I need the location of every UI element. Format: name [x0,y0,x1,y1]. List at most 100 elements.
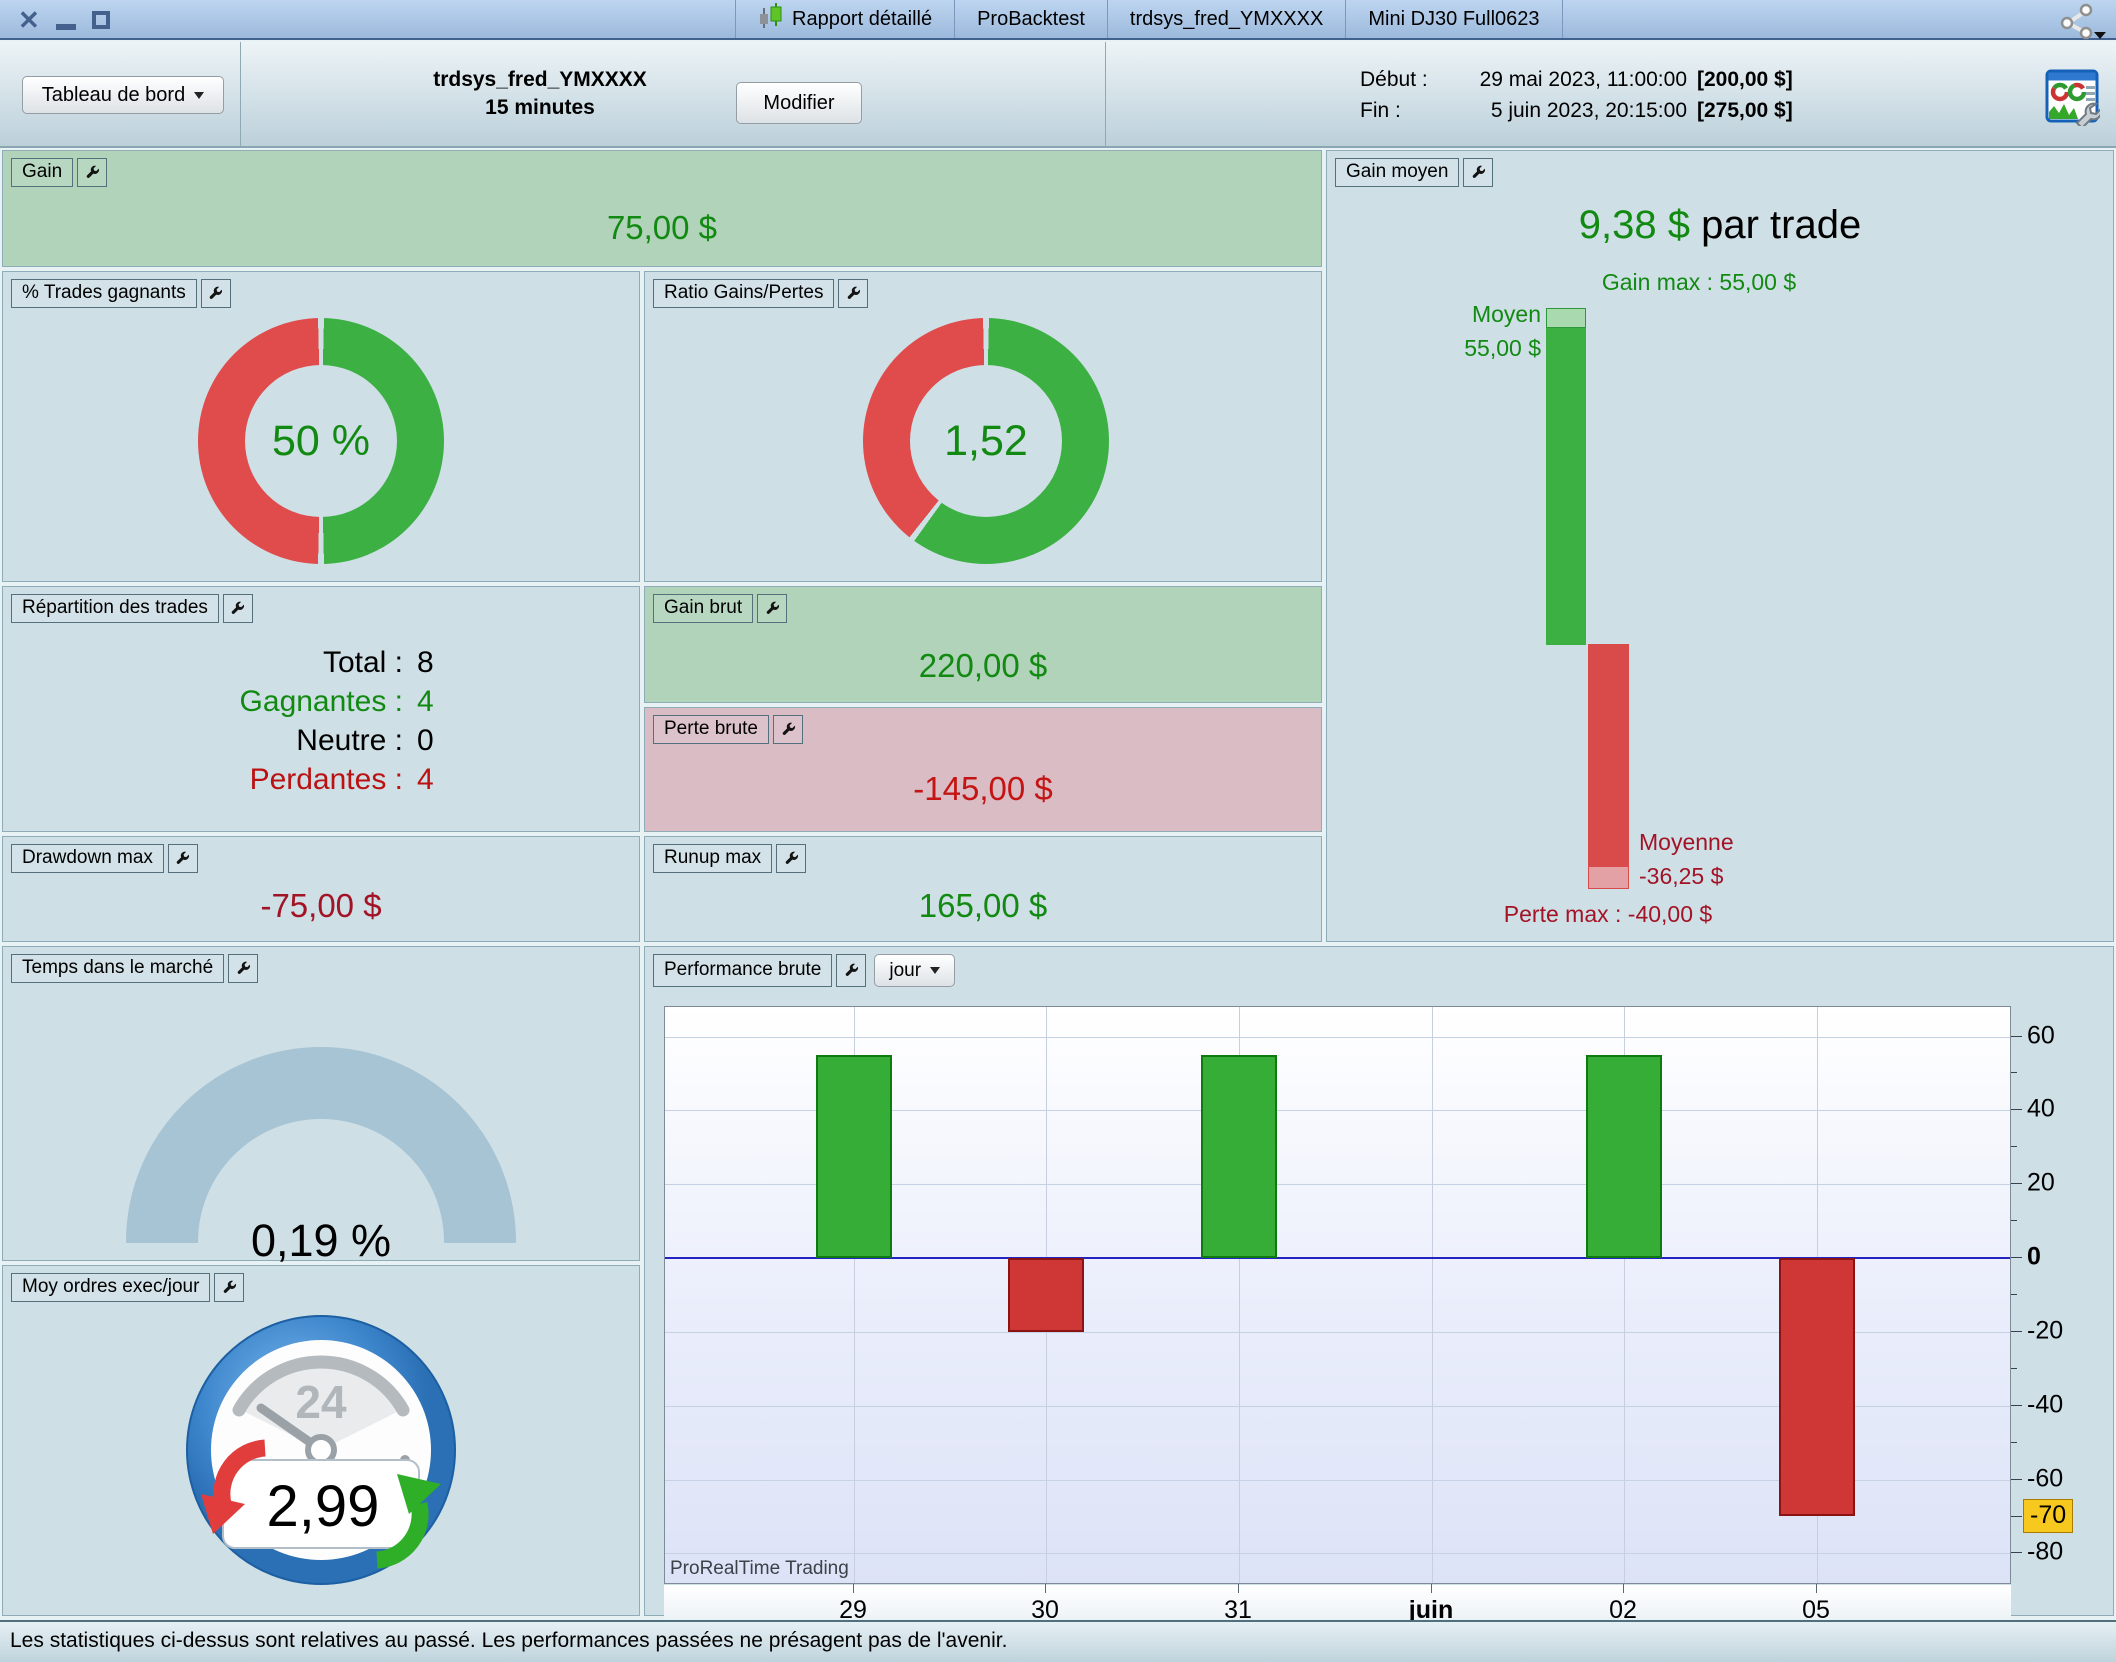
wrench-icon[interactable] [838,279,869,308]
toolbar-separator [240,42,241,146]
wrench-icon[interactable] [228,954,259,983]
loss-max-label: Perte max : -40,00 $ [1503,901,1713,927]
trade-breakdown-row: Gagnantes : 4 [3,682,639,721]
period-dropdown-button[interactable]: jour [874,954,956,987]
wrench-icon[interactable] [776,844,807,873]
title-tab-rapport-d-taill-[interactable]: Rapport détaillé [735,0,956,38]
trade-breakdown-list: Total :8 Gagnantes :4 Neutre :0 Perdantes :… [3,643,639,799]
end-amount: [275,00 $] [1697,99,1793,122]
wrench-icon[interactable] [214,1273,245,1302]
title-tab-trdsys-fred-ymxxxx[interactable]: trdsys_fred_YMXXXX [1108,0,1347,38]
avg-loss-label: Moyenne [1639,829,1734,855]
start-label: Début : [1360,68,1428,91]
y-axis-tick [2011,1072,2017,1073]
panel-ordres-jour: Moy ordres exec/jour 24 [2,1265,640,1616]
status-bar: Les statistiques ci-dessus sont relative… [0,1620,2116,1662]
daily-performance-chart: ProRealTime Trading [664,1006,2011,1584]
toolbar: Tableau de bord trdsys_fred_YMXXXX 15 mi… [0,42,2116,148]
x-axis-tick [1431,1584,1432,1593]
wrench-icon[interactable] [757,594,788,623]
wrench-icon[interactable] [200,279,231,308]
y-axis-tick [2011,1036,2022,1037]
panel-ratio: Ratio Gains/Pertes 1,52 [644,271,1322,582]
wrench-icon[interactable] [167,844,198,873]
dashboard-dropdown-button[interactable]: Tableau de bord [22,76,224,114]
modify-button[interactable]: Modifier [736,82,862,124]
panel-perte-brute: Perte brute -145,00 $ [644,707,1322,832]
x-axis-label: 02 [1609,1596,1637,1624]
performance-bar-positive [1201,1055,1277,1258]
wrench-icon[interactable] [836,954,867,987]
title-tabs: Rapport détaillé ProBacktest trdsys_fred_Y… [735,0,1563,38]
dashboard-dropdown-label: Tableau de bord [41,83,186,106]
y-axis-tick [2011,1552,2022,1553]
x-axis-tick [1045,1584,1046,1593]
y-axis-label: 60 [2027,1021,2055,1050]
panel-performance-title: Performance brute [653,954,833,987]
breakdown-label: Neutre : [296,724,403,757]
y-axis-tick [2011,1146,2017,1147]
maximize-icon[interactable] [91,11,110,29]
y-axis-tick [2011,1479,2022,1480]
x-axis-label: 31 [1224,1596,1252,1624]
trade-breakdown-row: Perdantes : 4 [3,760,639,799]
period-dropdown-label: jour [889,959,922,981]
title-bar: ✕ Rapport détaillé ProBacktest trdsys_fred… [0,0,2116,40]
start-datetime: 29 mai 2023, 11:00:00 [1479,68,1687,91]
title-tab-label: Mini DJ30 Full0623 [1368,7,1540,30]
close-icon[interactable]: ✕ [18,5,40,35]
win-rate-value: 50 % [271,416,370,465]
ratio-value: 1,52 [944,416,1028,465]
breakdown-value: 0 [417,724,434,757]
panel-win-rate: % Trades gagnants 50 % [2,271,640,582]
dial-24-label: 24 [295,1376,347,1428]
gain-value: 75,00 $ [606,209,718,246]
y-axis-tick [2011,1516,2022,1517]
title-tab-label: Rapport détaillé [792,7,933,30]
breakdown-value: 4 [417,685,434,718]
wrench-icon[interactable] [77,158,108,187]
x-axis-tick [1623,1584,1624,1593]
x-axis-tick [1816,1584,1817,1593]
minimize-icon[interactable] [55,24,76,30]
title-tab-probacktest[interactable]: ProBacktest [955,0,1108,38]
panel-gain-moyen: Gain moyen 9,38 $ par trade Gain max : 5… [1326,150,2114,942]
wrench-icon[interactable] [773,715,803,744]
donut-hole [910,365,1062,517]
highlighted-tick-badge: -70 [2023,1499,2074,1533]
y-axis-label: -20 [2027,1316,2064,1345]
win-rate-donut-chart: 50 % [198,318,444,564]
dashboard: Gain 75,00 $ % Trades gagnants 50 % Rati… [0,148,2116,1624]
y-axis-tick [2011,1331,2022,1332]
title-tab-mini-dj30-full0623[interactable]: Mini DJ30 Full0623 [1346,0,1563,38]
modify-button-label: Modifier [763,91,835,114]
wrench-icon[interactable] [222,594,253,623]
share-icon[interactable] [2056,2,2108,45]
zero-axis-line [665,1257,2010,1259]
y-axis-tick [2011,1257,2022,1258]
gridline-vertical [1239,1007,1240,1583]
avg-gain-suffix: par trade [1690,203,1862,247]
window-controls: ✕ [18,0,110,40]
x-axis-tick [1238,1584,1239,1593]
avg-loss-value: -36,25 $ [1639,863,1724,889]
title-tab-label: trdsys_fred_YMXXXX [1129,7,1324,30]
panel-perte-brute-title: Perte brute [653,715,769,744]
watermark: ProRealTime Trading [670,1558,849,1579]
panel-runup: Runup max 165,00 $ [644,836,1322,942]
avg-win-cap [1546,308,1586,328]
dashboard-settings-icon[interactable] [2044,66,2103,131]
panel-gain-moyen-title: Gain moyen [1335,158,1460,187]
breakdown-label: Total : [322,646,403,679]
panel-performance: Performance brute jour ProRealTime Tradi… [644,946,2114,1624]
x-axis-strip [664,1585,2011,1619]
orders-per-day-value: 2,99 [267,1474,380,1539]
perte-brute-value: -145,00 $ [913,770,1053,807]
performance-bar-positive [816,1055,892,1258]
panel-gain: Gain 75,00 $ [2,150,1322,267]
wrench-icon[interactable] [1463,158,1494,187]
end-datetime: 5 juin 2023, 20:15:00 [1490,99,1687,122]
strategy-name: trdsys_fred_YMXXXX [433,68,647,91]
x-axis-label: 05 [1802,1596,1830,1624]
